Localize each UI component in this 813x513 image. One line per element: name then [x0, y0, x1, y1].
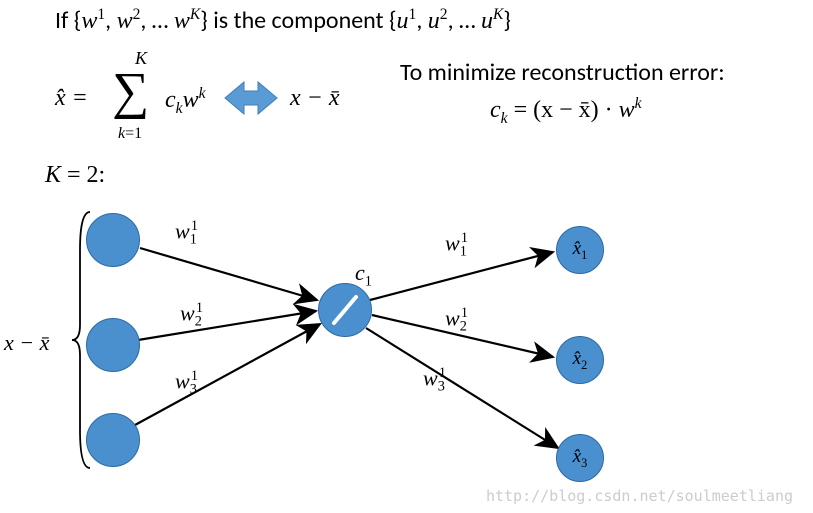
hidden-node-c1	[318, 283, 372, 337]
edge-label-w21: w21	[180, 300, 203, 331]
edge-label-w11: w11	[175, 218, 198, 249]
sigma-bottom: k=1	[118, 125, 142, 143]
sum-term: ckwk	[165, 85, 206, 118]
xhat-lhs: x̂ =	[55, 85, 88, 112]
edge-label-rw21: w21	[445, 305, 468, 336]
edge-label-rw11: w11	[445, 230, 468, 261]
x-minus-xbar: x − x̄	[290, 85, 340, 112]
edge-label-rw31: w31	[423, 365, 446, 396]
k-equals-2: K = 2:	[45, 162, 105, 189]
input-node-2	[86, 318, 140, 372]
input-node-1	[86, 213, 140, 267]
input-node-3	[86, 413, 140, 467]
edge-label-w31: w31	[175, 368, 198, 399]
minimize-title: To minimize reconstruction error:	[400, 58, 725, 87]
output-node-3: x̂3	[556, 434, 604, 482]
c1-label: c1	[355, 260, 372, 290]
sigma-symbol: ∑	[112, 62, 149, 121]
output-node-2: x̂2	[556, 336, 604, 384]
brace-label: x − x̄	[4, 330, 49, 356]
watermark-text: http://blog.csdn.net/soulmeetliang	[486, 487, 793, 505]
ck-equation: ck = (x − x̄) · wk	[490, 95, 642, 128]
if-text: If {	[55, 6, 81, 35]
output-node-1: x̂1	[556, 226, 604, 274]
top-line: If {w1, w2, … wK} is the component {u1, …	[55, 6, 511, 35]
